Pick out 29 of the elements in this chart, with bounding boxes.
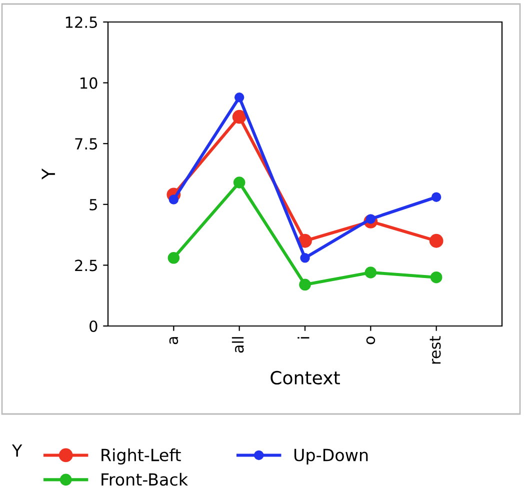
point — [168, 252, 180, 264]
y-tick-label: 5 — [90, 199, 97, 210]
y-axis-title: Y — [42, 168, 55, 180]
x-tick-label: i — [298, 337, 310, 339]
point — [300, 253, 310, 263]
x-tick-label: rest — [430, 336, 441, 364]
x-tick-label: o — [366, 336, 376, 344]
legend-label: Right-Left — [102, 448, 181, 465]
x-tick-label: all — [232, 337, 244, 353]
y-tick-label: 2.5 — [75, 260, 97, 272]
y-tick-label: 0 — [90, 320, 98, 332]
legend-label: Front-Back — [102, 472, 188, 486]
point — [233, 176, 246, 188]
x-tick-label: a — [169, 337, 178, 344]
point — [299, 278, 311, 291]
y-tick-label: 12.5 — [66, 16, 97, 28]
legend-label: Up-Down — [294, 448, 368, 465]
point — [232, 110, 246, 124]
point — [429, 234, 444, 248]
legend-title: Y — [12, 444, 22, 457]
point — [168, 194, 179, 204]
y-tick-label: 7.5 — [75, 138, 97, 150]
x-axis-title: Context — [270, 370, 340, 385]
point — [430, 271, 442, 284]
point — [298, 234, 312, 248]
point — [364, 266, 377, 278]
point — [234, 92, 244, 102]
y-tick-label: 10 — [80, 77, 98, 89]
point — [431, 192, 442, 202]
